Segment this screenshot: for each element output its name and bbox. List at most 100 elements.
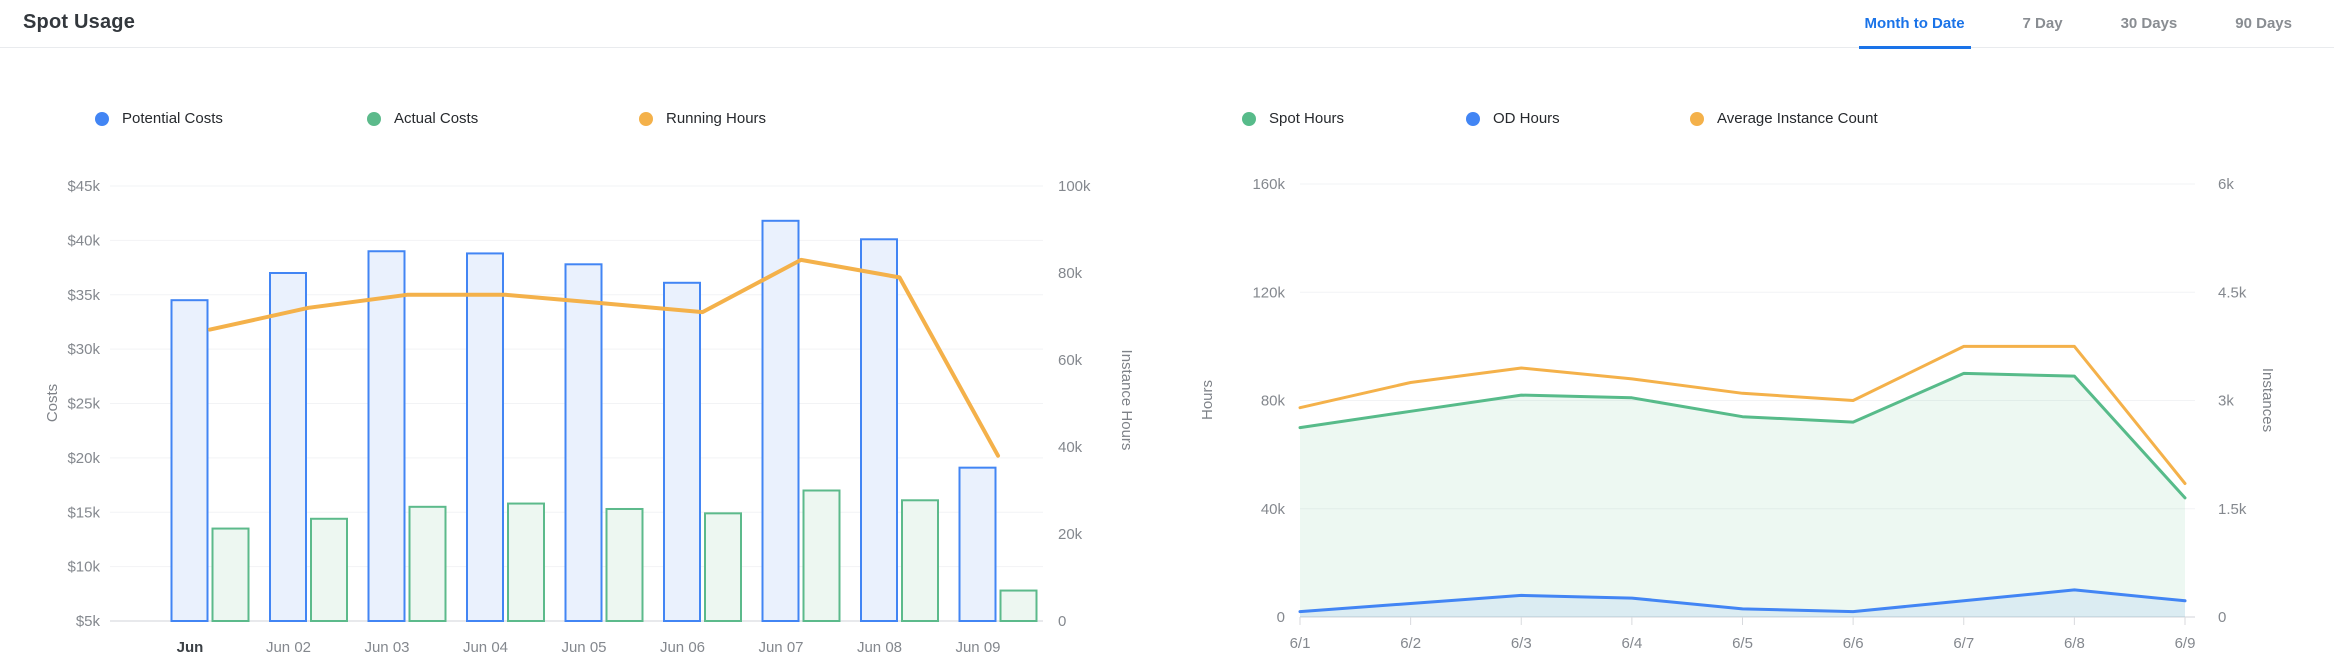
legend-item-potential-costs[interactable]: Potential Costs bbox=[95, 110, 367, 127]
hours-chart: Spot Hours OD Hours Average Instance Count… bbox=[1150, 48, 2334, 672]
tick-label: 0 bbox=[1058, 613, 1066, 630]
bar-actual-costs-jun-03[interactable] bbox=[408, 505, 447, 622]
x-label: 6/8 bbox=[2064, 635, 2085, 652]
legend-item-average-instance-count[interactable]: Average Instance Count bbox=[1690, 110, 1914, 127]
tick-label: 60k bbox=[1058, 352, 1083, 369]
y-axis-left-name: Costs bbox=[44, 384, 61, 422]
legend-item-spot-hours[interactable]: Spot Hours bbox=[1242, 110, 1466, 127]
x-label: Jun 04 bbox=[463, 639, 508, 656]
tick-label: $15k bbox=[67, 504, 100, 521]
x-label: 6/6 bbox=[1843, 635, 1864, 652]
x-label: Jun 07 bbox=[758, 639, 803, 656]
tab-90-days[interactable]: 90 Days bbox=[2229, 0, 2298, 49]
potential-costs-legend-dot-icon bbox=[95, 111, 109, 126]
legend-item-running-hours[interactable]: Running Hours bbox=[639, 110, 911, 127]
x-label: Jun 02 bbox=[266, 639, 311, 656]
tab-7-day[interactable]: 7 Day bbox=[2017, 0, 2069, 49]
bar-potential-costs-jun-08[interactable] bbox=[860, 238, 898, 622]
area-spot-hours bbox=[1300, 373, 2185, 617]
tick-label: 80k bbox=[1058, 265, 1083, 282]
bar-potential-costs-jun-07[interactable] bbox=[761, 219, 800, 623]
tick-label: 3k bbox=[2218, 393, 2234, 410]
x-label: Jun 08 bbox=[857, 639, 902, 656]
bar-actual-costs-jun-02[interactable] bbox=[310, 517, 348, 622]
legend-item-od-hours[interactable]: OD Hours bbox=[1466, 110, 1690, 127]
panel-header: Spot Usage Month to Date 7 Day 30 Days 90 D… bbox=[0, 0, 2334, 49]
running-hours-legend-dot-icon bbox=[639, 111, 653, 126]
x-label: Jun 06 bbox=[660, 639, 705, 656]
time-range-tabs: Month to Date 7 Day 30 Days 90 Days bbox=[1836, 0, 2302, 49]
tick-label: 1.5k bbox=[2218, 501, 2247, 518]
bar-potential-costs-jun-06[interactable] bbox=[663, 281, 701, 622]
y-axis-left-ticks: $45k $40k $35k $30k $25k $20k $15k $10k $5k bbox=[67, 178, 100, 630]
page-title: Spot Usage bbox=[23, 11, 136, 33]
bar-potential-costs-jun-04[interactable] bbox=[466, 252, 504, 623]
tick-label: $25k bbox=[67, 396, 100, 413]
line-spot-hours[interactable] bbox=[1298, 371, 2187, 500]
tick-label: 20k bbox=[1058, 526, 1083, 543]
series-actual-costs bbox=[211, 489, 1038, 623]
tick-label: 0 bbox=[2218, 609, 2226, 626]
legend-label: Average Instance Count bbox=[1717, 110, 1878, 127]
line-average-instance-count[interactable] bbox=[1298, 344, 2187, 485]
tab-month-to-date[interactable]: Month to Date bbox=[1858, 0, 1971, 49]
tick-label: 0 bbox=[1277, 609, 1285, 626]
actual-costs-legend-dot-icon bbox=[367, 111, 381, 126]
tick-label: 120k bbox=[1252, 284, 1285, 301]
tick-label: $45k bbox=[67, 178, 100, 195]
legend-label: Running Hours bbox=[666, 110, 767, 127]
bar-actual-costs-jun-08[interactable] bbox=[901, 499, 939, 623]
x-label: Jun 05 bbox=[561, 639, 606, 656]
bar-potential-costs-jun-02[interactable] bbox=[269, 272, 307, 622]
bar-actual-costs-jun-06[interactable] bbox=[704, 512, 742, 622]
bar-actual-costs-jun-07[interactable] bbox=[802, 489, 841, 622]
x-label: 6/7 bbox=[1953, 635, 1974, 652]
tick-label: 6k bbox=[2218, 176, 2234, 193]
legend-label: Actual Costs bbox=[394, 110, 479, 127]
x-label: 6/5 bbox=[1732, 635, 1753, 652]
bar-potential-costs-jun-09[interactable] bbox=[958, 466, 997, 622]
costs-chart-legend: Potential Costs Actual Costs Running Hours bbox=[95, 110, 911, 127]
bar-actual-costs-jun-09[interactable] bbox=[999, 589, 1038, 622]
tick-label: $20k bbox=[67, 450, 100, 467]
tick-label: 40k bbox=[1058, 439, 1083, 456]
x-label: Jun bbox=[177, 639, 204, 656]
tab-30-days[interactable]: 30 Days bbox=[2115, 0, 2184, 49]
line-od-hours[interactable] bbox=[1298, 588, 2187, 614]
x-label: 6/4 bbox=[1621, 635, 1642, 652]
hours-chart-plot: 160k 120k 80k 40k 0 6k 4.5k 3k 1.5k 0 6/1 6/2 6/3 6/4… bbox=[1199, 176, 2276, 652]
costs-chart-plot: $45k $40k $35k $30k $25k $20k $15k $10k $5k 100k 8… bbox=[44, 178, 1135, 656]
tick-label: 4.5k bbox=[2218, 284, 2247, 301]
tick-label: 100k bbox=[1058, 178, 1091, 195]
bar-actual-costs-jun[interactable] bbox=[211, 527, 250, 622]
series-potential-costs bbox=[170, 219, 997, 623]
x-label: 6/3 bbox=[1511, 635, 1532, 652]
gridlines bbox=[1300, 183, 2195, 618]
bar-potential-costs-jun[interactable] bbox=[170, 299, 209, 622]
tick-label: $10k bbox=[67, 559, 100, 576]
tick-label: 40k bbox=[1261, 501, 1286, 518]
legend-label: Spot Hours bbox=[1269, 110, 1345, 127]
y-axis-left-ticks: 160k 120k 80k 40k 0 bbox=[1252, 176, 1285, 626]
line-running-hours[interactable] bbox=[208, 257, 1000, 458]
hours-chart-legend: Spot Hours OD Hours Average Instance Count bbox=[1242, 110, 1914, 127]
legend-label: Potential Costs bbox=[122, 110, 223, 127]
tick-label: $35k bbox=[67, 287, 100, 304]
x-label: 6/2 bbox=[1400, 635, 1421, 652]
x-label: Jun 09 bbox=[955, 639, 1000, 656]
costs-chart: Potential Costs Actual Costs Running Hours… bbox=[0, 48, 1135, 672]
bar-actual-costs-jun-05[interactable] bbox=[605, 507, 644, 622]
bar-potential-costs-jun-05[interactable] bbox=[564, 263, 603, 623]
legend-item-actual-costs[interactable]: Actual Costs bbox=[367, 110, 639, 127]
bar-potential-costs-jun-03[interactable] bbox=[367, 250, 406, 622]
legend-label: OD Hours bbox=[1493, 110, 1560, 127]
x-label: 6/9 bbox=[2175, 635, 2196, 652]
x-axis-labels: Jun Jun 02 Jun 03 Jun 04 Jun 05 Jun 06 Jun 07 J… bbox=[177, 639, 1001, 656]
average-instance-count-legend-dot-icon bbox=[1690, 111, 1704, 126]
tick-label: 80k bbox=[1261, 393, 1286, 410]
bar-actual-costs-jun-04[interactable] bbox=[507, 502, 545, 622]
tick-label: 160k bbox=[1252, 176, 1285, 193]
od-hours-legend-dot-icon bbox=[1466, 111, 1480, 126]
y-axis-right-name: Instances bbox=[2259, 368, 2276, 432]
